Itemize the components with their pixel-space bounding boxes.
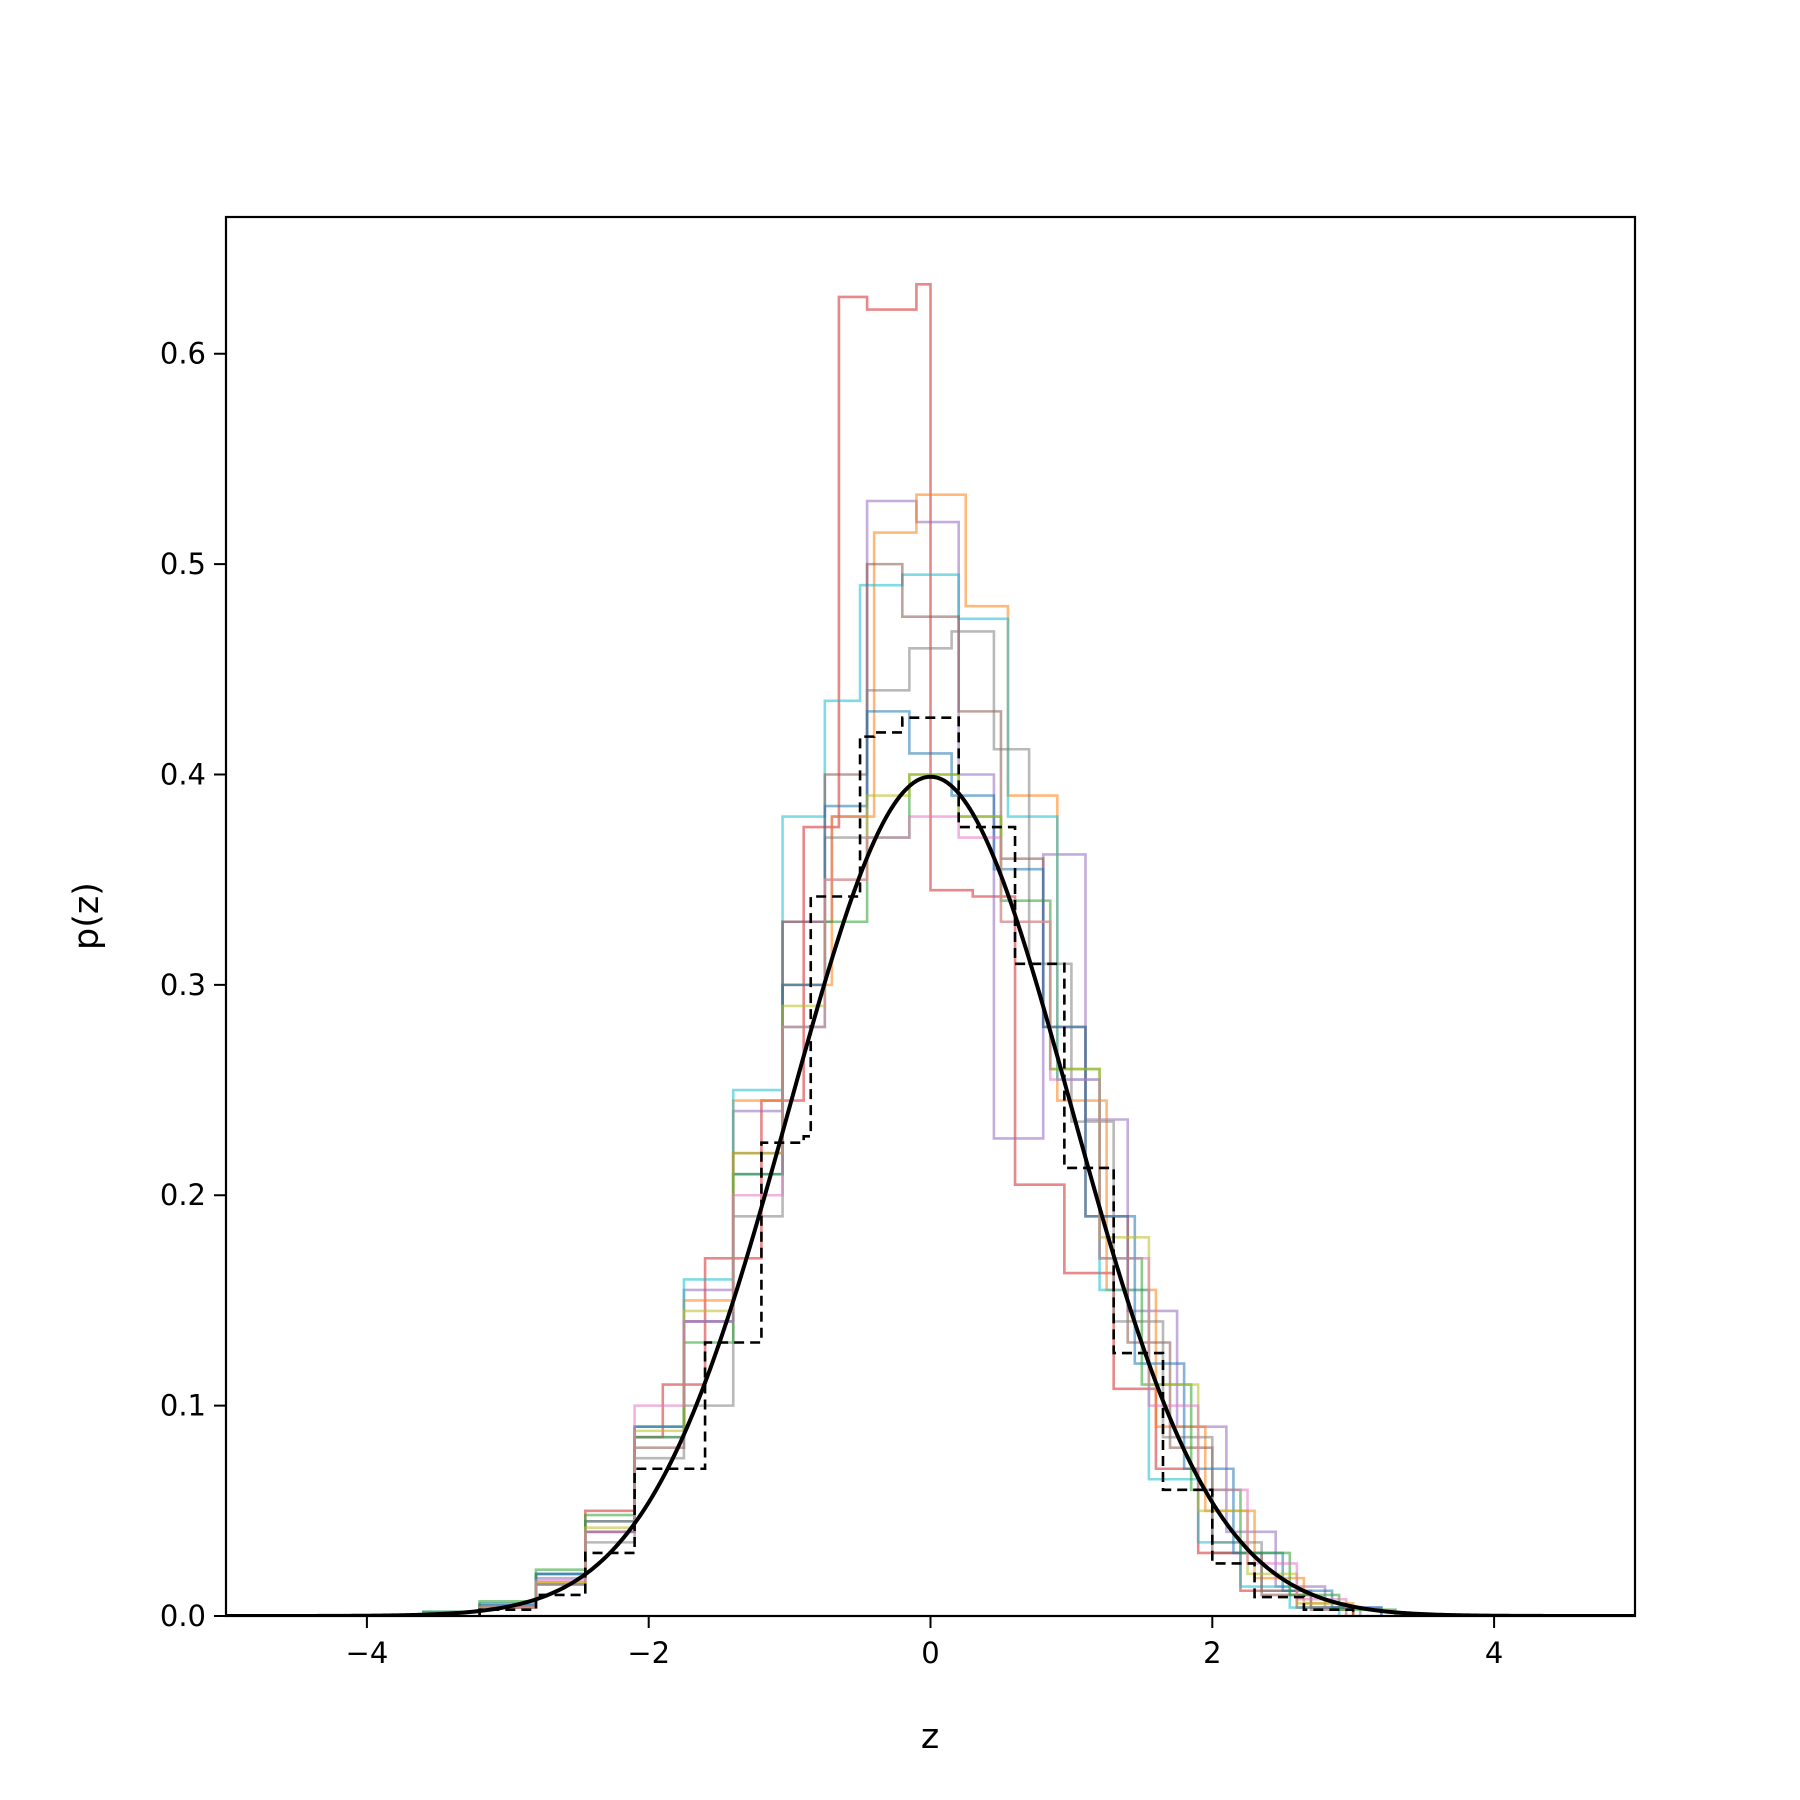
- x-tick-label: 2: [1203, 1636, 1221, 1670]
- x-tick-label: 4: [1485, 1636, 1503, 1670]
- y-tick-label: 0.0: [160, 1599, 206, 1633]
- histogram-series-8: [421, 773, 1397, 1616]
- x-tick-label: 0: [921, 1636, 939, 1670]
- y-tick-label: 0.3: [160, 968, 206, 1002]
- y-tick-label: 0.4: [160, 757, 206, 791]
- y-axis: 0.0 0.1 0.2 0.3 0.4 0.5 0.6: [160, 337, 226, 1633]
- x-axis-label: z: [921, 1717, 939, 1757]
- x-axis: −4 −2 0 2 4: [346, 1616, 1503, 1670]
- normal-pdf-curve: [226, 774, 1635, 1616]
- plot-area: [226, 283, 1635, 1616]
- y-tick-label: 0.1: [160, 1389, 206, 1423]
- y-tick-label: 0.2: [160, 1178, 206, 1212]
- y-axis-label: p(z): [67, 882, 107, 950]
- histogram-dashed-series: [478, 716, 1355, 1616]
- x-tick-label: −4: [346, 1636, 389, 1670]
- x-tick-label: −2: [627, 1636, 670, 1670]
- y-tick-label: 0.6: [160, 337, 206, 371]
- y-tick-label: 0.5: [160, 547, 206, 581]
